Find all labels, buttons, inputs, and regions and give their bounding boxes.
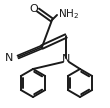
Text: NH$_2$: NH$_2$ xyxy=(58,7,79,21)
Text: O: O xyxy=(30,4,38,14)
Text: N: N xyxy=(62,54,70,64)
Text: N: N xyxy=(5,53,13,63)
